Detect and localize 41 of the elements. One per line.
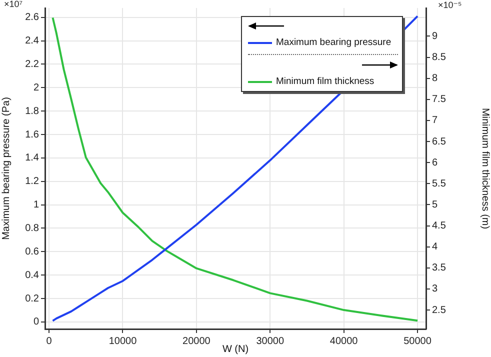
y2-tick-label: 4 [432,242,438,253]
x-tick-label: 20000 [182,336,211,347]
y-tick-label: 1.2 [25,176,40,188]
x-tick-label: 50000 [404,336,432,347]
y-tick-label: 0.2 [25,293,40,304]
y2-tick-label: 3 [432,284,438,295]
text: ×10⁻⁵ [438,0,462,10]
legend-label: Minimum film thickness [276,76,374,87]
legend-label: Maximum bearing pressure [276,37,392,48]
y-tick-label: 2.4 [25,36,40,47]
y2-tick-label: 8.5 [432,52,446,64]
y-tick-label: 2.6 [25,12,40,24]
y-tick-label: 0.4 [25,270,40,281]
y2-tick-label: 9 [432,30,438,42]
text: ×10⁷ [4,0,23,9]
y2-tick-label: 2.5 [432,304,446,316]
y-tick-label: 1.6 [25,129,40,140]
y-tick-label: 1 [33,200,40,211]
x-tick-label: 30000 [256,336,284,347]
x-tick-label: 40000 [330,336,358,347]
y-tick-label: 1.8 [25,106,40,117]
y2-tick-label: 7 [432,115,438,126]
y-axis-title: Maximum bearing pressure (Pa) [0,97,12,240]
y2-tick-label: 6 [432,157,438,168]
y-tick-label: 2.2 [25,58,40,70]
y2-tick-label: 5 [432,199,438,210]
y2-tick-label: 8 [432,73,438,84]
y2-tick-label: 5.5 [432,178,446,190]
y-tick-label: 2 [33,82,40,94]
y2-tick-label: 7.5 [432,94,446,106]
y-tick-label: 0.8 [25,223,40,234]
y2-tick-label: 6.5 [432,136,446,148]
y-tick-label: 0 [33,316,40,328]
y2-tick-label: 4.5 [432,220,446,232]
y2-axis-title: Minimum film thickness (m) [479,108,490,230]
y-tick-label: 0.6 [25,246,40,258]
x-tick-label: 10000 [108,336,138,347]
x-axis-title: W (N) [222,344,249,355]
x-tick-label: 0 [46,336,52,347]
y2-tick-label: 3.5 [432,262,446,274]
y-tick-label: 1.4 [25,152,40,164]
